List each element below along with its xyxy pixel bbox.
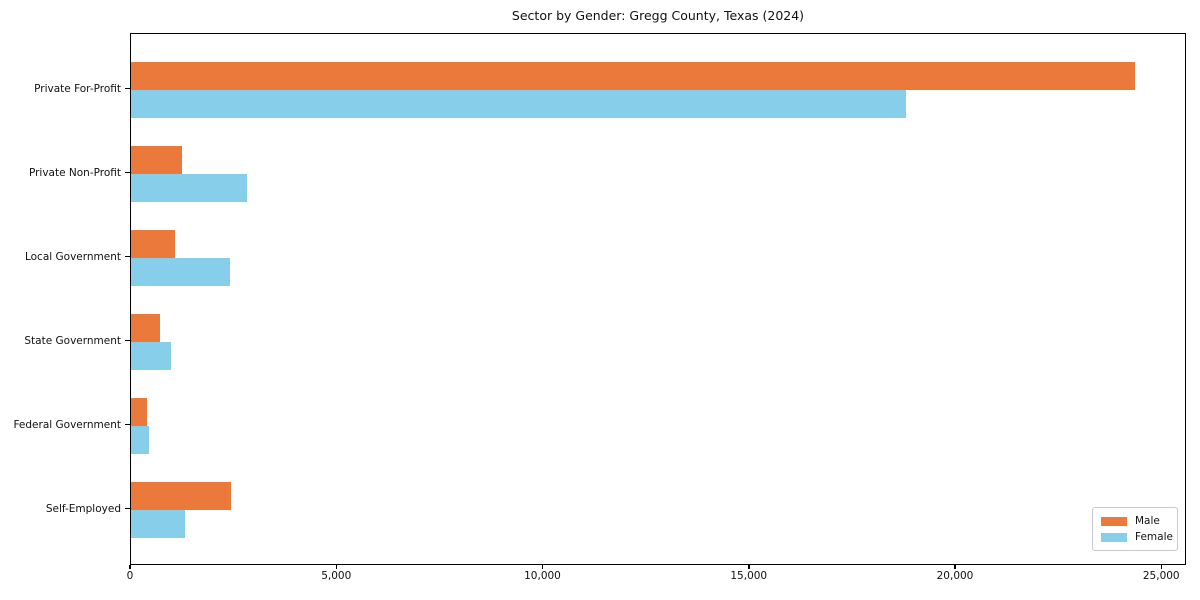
y-tick-label-private-non-profit: Private Non-Profit [28, 166, 121, 179]
y-tick-mark [125, 171, 130, 174]
bar-female-federal-government [131, 425, 150, 454]
x-tick-label-10-000: 10,000 [524, 570, 561, 582]
y-tick-label-federal-government: Federal Government [13, 418, 121, 431]
legend-swatch-female [1101, 532, 1127, 542]
x-tick-label-0: 0 [126, 570, 134, 582]
legend-item-female: Female [1101, 529, 1173, 545]
x-tick-mark [129, 565, 131, 569]
y-tick-label-local-government: Local Government [24, 250, 121, 263]
y-tick-label-private-for-profit: Private For-Profit [34, 82, 121, 95]
bar-male-private-for-profit [131, 61, 1135, 90]
y-tick-label-state-government: State Government [24, 334, 121, 347]
x-tick-label-5-000: 5,000 [321, 570, 352, 582]
y-tick-mark [125, 507, 130, 510]
bar-male-local-government [131, 229, 175, 258]
bar-female-state-government [131, 341, 172, 370]
bar-female-self-employed [131, 509, 185, 538]
bar-female-private-for-profit [131, 89, 906, 118]
legend-item-male: Male [1101, 513, 1170, 529]
bar-female-local-government [131, 257, 230, 286]
chart-title: Sector by Gender: Gregg County, Texas (2… [511, 8, 805, 23]
x-tick-label-25-000: 25,000 [1142, 570, 1180, 582]
x-tick-mark [954, 565, 956, 569]
bar-female-private-non-profit [131, 173, 248, 202]
x-tick-label-20-000: 20,000 [936, 570, 974, 582]
y-axis-labels: Private For-Profit Private Non-Profit Loca… [0, 33, 121, 565]
legend-swatch-male [1101, 516, 1127, 526]
y-tick-mark [125, 87, 130, 90]
bar-male-state-government [131, 313, 161, 342]
bar-male-federal-government [131, 397, 148, 426]
x-tick-mark [748, 565, 750, 569]
legend-label-male: Male [1135, 515, 1160, 527]
y-tick-mark [125, 255, 130, 258]
x-tick-mark [541, 565, 544, 569]
x-tick-mark [335, 565, 337, 569]
y-tick-label-self-employed: Self-Employed [45, 502, 121, 515]
y-tick-mark [125, 339, 130, 342]
x-tick-mark [1160, 565, 1162, 569]
bar-male-private-non-profit [131, 145, 183, 174]
y-tick-mark [125, 423, 130, 426]
plot-area [130, 33, 1186, 565]
legend-label-female: Female [1135, 531, 1173, 543]
legend: Male Female [1092, 507, 1178, 551]
bar-male-self-employed [131, 481, 232, 510]
x-tick-label-15-000: 15,000 [730, 570, 768, 582]
